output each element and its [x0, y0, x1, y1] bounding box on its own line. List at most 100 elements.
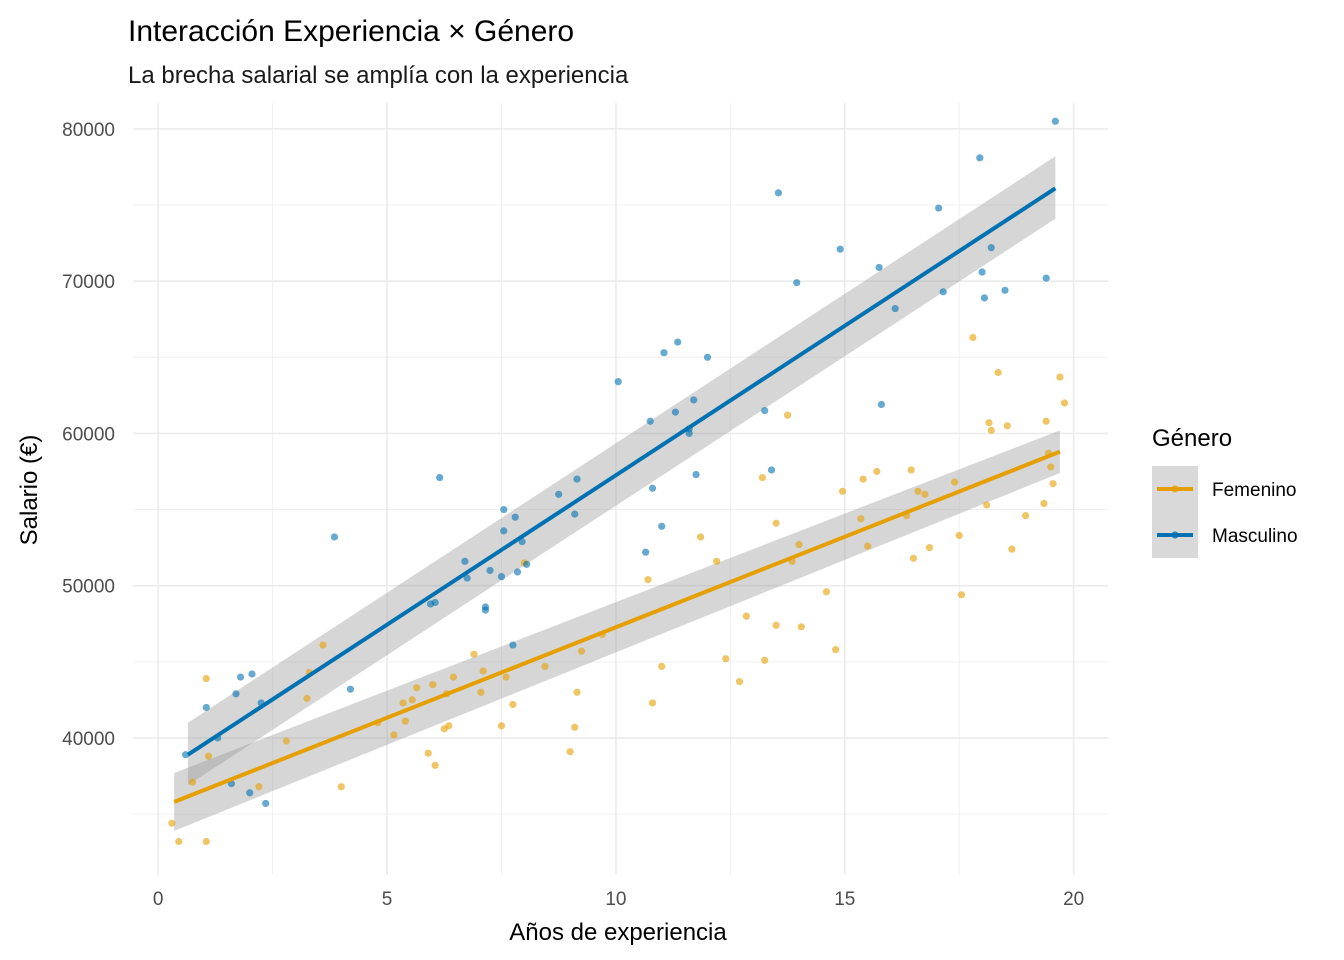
data-point — [985, 419, 993, 427]
x-tick-label: 5 — [382, 889, 393, 910]
data-point — [204, 752, 213, 760]
data-point — [424, 749, 432, 757]
regression-line — [173, 449, 1061, 804]
data-point — [202, 703, 210, 712]
data-point — [832, 646, 840, 654]
data-point — [1008, 545, 1016, 553]
data-point — [513, 568, 522, 576]
y-tick-label: 70000 — [62, 272, 115, 293]
x-tick-label: 10 — [605, 889, 626, 910]
chart-subtitle: La brecha salarial se amplía con la expe… — [128, 62, 629, 89]
data-point — [713, 557, 721, 565]
fit-lines — [173, 186, 1061, 804]
data-point — [987, 426, 995, 434]
data-point — [907, 466, 915, 474]
data-point — [246, 789, 254, 797]
data-point — [262, 799, 270, 808]
y-tick-label: 60000 — [62, 424, 115, 445]
data-point — [1056, 373, 1064, 381]
data-point — [413, 684, 421, 692]
data-point — [658, 662, 666, 670]
data-point — [479, 667, 487, 675]
data-point — [875, 263, 883, 272]
data-point — [969, 333, 977, 342]
data-point — [1047, 463, 1055, 471]
data-point — [976, 154, 984, 162]
data-point — [955, 531, 963, 540]
data-point — [573, 688, 581, 696]
legend-label: Femenino — [1212, 480, 1297, 501]
data-point — [571, 510, 579, 518]
data-point — [1003, 422, 1011, 430]
data-point — [838, 487, 847, 495]
data-point — [644, 575, 652, 584]
data-point — [646, 417, 654, 425]
x-axis-title: Años de experiencia — [509, 919, 727, 946]
x-tick-label: 0 — [153, 889, 164, 910]
data-point — [1001, 286, 1009, 294]
data-point — [431, 761, 439, 769]
data-point — [461, 557, 469, 565]
data-point — [399, 699, 407, 707]
data-point — [282, 737, 290, 745]
legend-entries: Femenino Masculino — [1152, 466, 1298, 558]
data-point — [236, 673, 245, 681]
data-point — [497, 722, 506, 730]
data-point — [909, 554, 918, 562]
x-tick-label: 20 — [1063, 889, 1084, 910]
data-point — [761, 406, 769, 415]
data-point — [255, 783, 263, 791]
data-point — [497, 572, 506, 581]
data-point — [758, 473, 767, 482]
data-point — [735, 678, 744, 686]
data-point — [408, 696, 416, 704]
data-point — [445, 722, 453, 730]
data-point — [692, 470, 700, 479]
data-point — [864, 542, 872, 550]
data-point — [1060, 399, 1069, 407]
data-point — [401, 717, 409, 725]
data-point — [577, 647, 586, 655]
data-point — [486, 566, 494, 575]
data-point — [175, 837, 183, 846]
legend-title: Género — [1152, 425, 1232, 452]
x-tick-label: 15 — [834, 889, 855, 910]
y-axis-title: Salario (€) — [16, 435, 43, 546]
data-point — [797, 623, 805, 631]
data-point — [925, 544, 934, 552]
data-point — [202, 837, 210, 846]
data-point — [168, 819, 176, 827]
data-point — [1042, 274, 1050, 282]
data-point — [202, 674, 210, 683]
data-point — [1049, 480, 1057, 488]
data-point — [188, 778, 197, 786]
data-point — [509, 700, 517, 709]
data-point — [511, 513, 519, 521]
data-point — [566, 748, 574, 756]
data-point — [795, 540, 803, 549]
data-point — [248, 670, 256, 678]
data-point — [697, 533, 705, 541]
y-tick-label: 50000 — [62, 577, 115, 598]
data-point — [935, 204, 943, 212]
data-point — [772, 621, 780, 629]
data-point — [914, 487, 922, 495]
data-point — [431, 598, 439, 607]
data-point — [319, 641, 327, 649]
data-point — [921, 490, 929, 498]
data-point — [674, 338, 682, 346]
data-point — [783, 411, 792, 419]
data-point — [822, 588, 831, 596]
data-point — [555, 490, 563, 498]
data-point — [436, 473, 444, 482]
legend: Género Femenino Masculino — [1152, 425, 1298, 558]
data-point — [660, 349, 668, 357]
grid-minor — [133, 103, 1108, 875]
data-point — [232, 690, 240, 698]
data-point — [330, 533, 339, 541]
legend-key-point — [1171, 531, 1179, 539]
data-point — [449, 673, 458, 681]
data-point — [690, 396, 698, 404]
data-point — [987, 244, 995, 252]
data-point — [1040, 499, 1048, 508]
